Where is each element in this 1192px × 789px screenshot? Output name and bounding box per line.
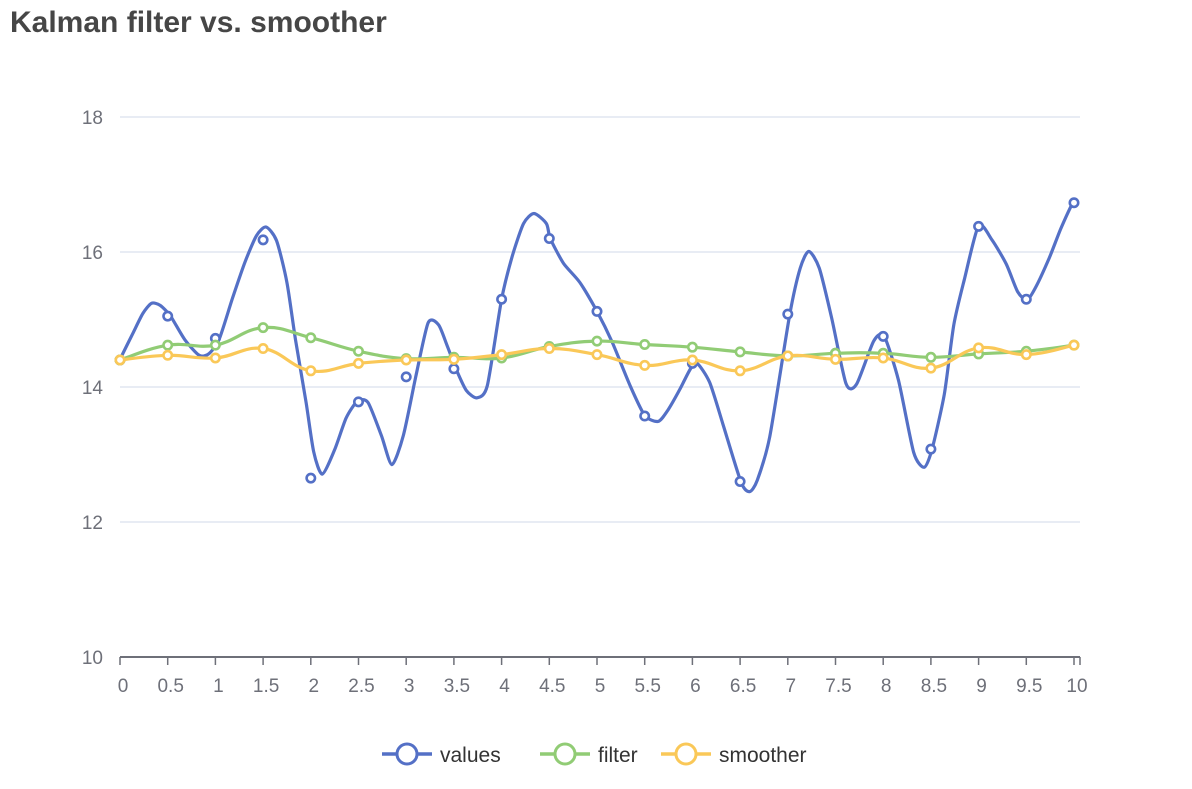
data-point-smoother[interactable] bbox=[591, 349, 603, 361]
x-tick-label: 0.5 bbox=[157, 676, 183, 697]
y-tick-label: 10 bbox=[82, 648, 103, 669]
x-tick-label: 9.5 bbox=[1016, 676, 1042, 697]
data-point-filter[interactable] bbox=[686, 341, 698, 353]
data-point-values[interactable] bbox=[162, 310, 174, 322]
data-point-smoother[interactable] bbox=[973, 342, 985, 354]
data-point-values[interactable] bbox=[639, 410, 651, 422]
x-tick-label: 5 bbox=[595, 676, 606, 697]
x-tick-label: 3.5 bbox=[444, 676, 470, 697]
legend-circle-icon bbox=[674, 742, 698, 766]
data-point-filter[interactable] bbox=[639, 338, 651, 350]
x-tick-label: 8 bbox=[881, 676, 892, 697]
data-point-smoother[interactable] bbox=[639, 359, 651, 371]
legend-item-smoother[interactable]: smoother bbox=[661, 742, 807, 767]
data-point-smoother[interactable] bbox=[209, 352, 221, 364]
legend-label: values bbox=[440, 744, 501, 767]
data-point-smoother[interactable] bbox=[734, 365, 746, 377]
data-point-smoother[interactable] bbox=[925, 362, 937, 374]
series-smoother bbox=[114, 339, 1080, 377]
x-tick-label: 5.5 bbox=[634, 676, 660, 697]
data-point-filter[interactable] bbox=[305, 332, 317, 344]
data-point-filter[interactable] bbox=[591, 335, 603, 347]
x-tick-label: 0 bbox=[118, 676, 129, 697]
legend-label: filter bbox=[598, 744, 638, 767]
x-tick-label: 4 bbox=[499, 676, 510, 697]
data-point-smoother[interactable] bbox=[686, 354, 698, 366]
data-point-values[interactable] bbox=[496, 293, 508, 305]
legend-label: smoother bbox=[719, 744, 807, 767]
data-point-values[interactable] bbox=[1020, 293, 1032, 305]
chart-title: Kalman filter vs. smoother bbox=[10, 6, 387, 39]
data-point-values[interactable] bbox=[591, 305, 603, 317]
data-point-smoother[interactable] bbox=[877, 352, 889, 364]
x-tick-label: 7.5 bbox=[825, 676, 851, 697]
x-tick-label: 7 bbox=[786, 676, 797, 697]
data-point-smoother[interactable] bbox=[257, 343, 269, 355]
data-point-smoother[interactable] bbox=[829, 353, 841, 365]
x-tick-label: 4.5 bbox=[539, 676, 565, 697]
data-point-filter[interactable] bbox=[257, 322, 269, 334]
data-point-values[interactable] bbox=[925, 443, 937, 455]
data-point-smoother[interactable] bbox=[1068, 339, 1080, 351]
x-tick-label: 3 bbox=[404, 676, 415, 697]
data-point-values[interactable] bbox=[305, 472, 317, 484]
x-tick-label: 2.5 bbox=[348, 676, 374, 697]
x-tick-label: 10 bbox=[1066, 676, 1087, 697]
data-point-smoother[interactable] bbox=[1020, 349, 1032, 361]
data-point-smoother[interactable] bbox=[400, 354, 412, 366]
y-axis-tick-labels: 10 12 14 16 18 bbox=[82, 108, 104, 669]
y-tick-label: 18 bbox=[82, 108, 103, 129]
legend-item-values[interactable]: values bbox=[382, 742, 501, 767]
data-point-values[interactable] bbox=[973, 220, 985, 232]
legend: values filter smoother bbox=[382, 742, 807, 767]
legend-circle-icon bbox=[395, 742, 419, 766]
x-tick-label: 9 bbox=[976, 676, 987, 697]
x-axis bbox=[119, 656, 1081, 665]
x-tick-label: 6 bbox=[690, 676, 701, 697]
data-point-values[interactable] bbox=[1068, 197, 1080, 209]
y-tick-label: 12 bbox=[82, 513, 103, 534]
data-point-filter[interactable] bbox=[162, 339, 174, 351]
data-point-values[interactable] bbox=[400, 371, 412, 383]
y-tick-label: 16 bbox=[82, 243, 103, 264]
series-values bbox=[114, 197, 1080, 494]
x-tick-label: 1 bbox=[213, 676, 224, 697]
data-point-values[interactable] bbox=[352, 396, 364, 408]
legend-item-filter[interactable]: filter bbox=[540, 742, 638, 767]
x-axis-tick-labels: 0 0.5 1 1.5 2 2.5 3 3.5 4 4.5 5 5.5 6 6.5 7 7.5 8 8.5 9 9.5… bbox=[118, 676, 1088, 697]
x-tick-label: 8.5 bbox=[921, 676, 947, 697]
x-tick-label: 2 bbox=[309, 676, 320, 697]
data-point-values[interactable] bbox=[782, 308, 794, 320]
data-point-smoother[interactable] bbox=[114, 354, 126, 366]
data-point-values[interactable] bbox=[448, 363, 460, 375]
legend-circle-icon bbox=[553, 742, 577, 766]
data-point-values[interactable] bbox=[257, 234, 269, 246]
series-line-values bbox=[118, 200, 1076, 494]
data-point-smoother[interactable] bbox=[305, 365, 317, 377]
x-tick-label: 6.5 bbox=[730, 676, 756, 697]
data-point-smoother[interactable] bbox=[496, 349, 508, 361]
data-point-filter[interactable] bbox=[352, 345, 364, 357]
data-point-smoother[interactable] bbox=[162, 349, 174, 361]
data-point-smoother[interactable] bbox=[543, 343, 555, 355]
series-group bbox=[114, 197, 1080, 494]
data-point-smoother[interactable] bbox=[448, 353, 460, 365]
data-point-smoother[interactable] bbox=[782, 350, 794, 362]
data-point-filter[interactable] bbox=[209, 339, 221, 351]
y-tick-label: 14 bbox=[82, 378, 104, 399]
data-point-smoother[interactable] bbox=[352, 357, 364, 369]
x-tick-label: 1.5 bbox=[253, 676, 279, 697]
data-point-filter[interactable] bbox=[925, 351, 937, 363]
data-point-filter[interactable] bbox=[734, 346, 746, 358]
data-point-values[interactable] bbox=[734, 475, 746, 487]
data-point-values[interactable] bbox=[877, 330, 889, 342]
data-point-values[interactable] bbox=[543, 233, 555, 245]
